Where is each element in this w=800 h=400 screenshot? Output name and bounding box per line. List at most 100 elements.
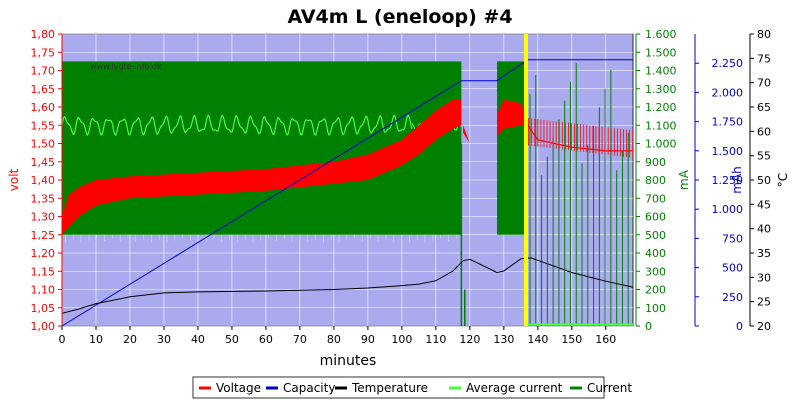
temp-tick-label: 45 — [757, 198, 771, 211]
legend-label: Capacity — [283, 381, 335, 395]
x-tick-label: 0 — [59, 333, 66, 346]
mA-tick-label: 100 — [645, 302, 666, 315]
mA-tick-label: 400 — [645, 247, 666, 260]
mA-tick-label: 800 — [645, 174, 666, 187]
x-tick-label: 140 — [527, 333, 548, 346]
temp-tick-label: 55 — [757, 150, 771, 163]
volt-tick-label: 1,30 — [31, 211, 56, 224]
volt-tick-label: 1,10 — [31, 284, 56, 297]
mah-axis: 0 250 500 750 1.000 1.250 1.500 1.750 2.000 2.250 — [694, 34, 744, 333]
voltage-band — [62, 99, 462, 235]
end-marker — [524, 34, 528, 326]
temp-tick-label: 70 — [757, 77, 771, 90]
volt-axis: 1,00 1,05 1,10 1,15 1,20 1,25 1,30 1,35 1,40 1,45… — [31, 28, 63, 333]
mA-tick-label: 300 — [645, 265, 666, 278]
mAh-tick-label: 1.750 — [712, 116, 744, 129]
x-tick-label: 50 — [225, 333, 239, 346]
legend-label: Temperature — [351, 381, 428, 395]
x-tick-label: 20 — [123, 333, 137, 346]
average-current-line — [61, 114, 413, 137]
volt-tick-label: 1,60 — [31, 101, 56, 114]
temp-tick-label: 35 — [757, 247, 771, 260]
volt-tick-label: 1,20 — [31, 247, 56, 260]
temperature-axis-label: °C — [776, 173, 790, 187]
mAh-tick-label: 2.000 — [712, 86, 744, 99]
volt-tick-label: 1,00 — [31, 320, 56, 333]
x-tick-label: 130 — [493, 333, 514, 346]
x-tick-label: 80 — [327, 333, 341, 346]
x-tick-label: 90 — [361, 333, 375, 346]
chart-title: AV4m L (eneloop) #4 — [287, 6, 512, 28]
volt-tick-label: 1,70 — [31, 65, 56, 78]
mA-tick-label: 1.200 — [645, 101, 677, 114]
volt-tick-label: 1,35 — [31, 192, 56, 205]
ma-axis: 0 100 200 300 400 500 600 700 800 900 1.000 1.100 1.… — [635, 28, 677, 333]
voltage-series — [62, 99, 634, 235]
x-tick-label: 30 — [157, 333, 171, 346]
x-tick-label: 60 — [259, 333, 273, 346]
volt-tick-label: 1,05 — [31, 302, 56, 315]
mA-tick-label: 1.300 — [645, 83, 677, 96]
volt-tick-label: 1,45 — [31, 156, 56, 169]
volt-tick-label: 1,80 — [31, 28, 56, 41]
volt-tick-label: 1,40 — [31, 174, 56, 187]
temp-tick-label: 40 — [757, 223, 771, 236]
x-tick-label: 160 — [595, 333, 616, 346]
legend-label: Voltage — [216, 381, 261, 395]
x-tick-label: 40 — [191, 333, 205, 346]
temp-tick-label: 60 — [757, 125, 771, 138]
mA-tick-label: 1.400 — [645, 65, 677, 78]
x-tick-label: 120 — [459, 333, 480, 346]
temp-tick-label: 65 — [757, 101, 771, 114]
volt-tick-label: 1,25 — [31, 229, 56, 242]
temp-tick-label: 75 — [757, 52, 771, 65]
volt-tick-label: 1,75 — [31, 46, 56, 59]
mAh-tick-label: 500 — [722, 262, 743, 275]
temperature-series — [61, 257, 634, 314]
x-tick-label: 150 — [561, 333, 582, 346]
temp-tick-label: 50 — [757, 174, 771, 187]
volt-tick-label: 1,55 — [31, 119, 56, 132]
watermark: www.lygte-info.dk — [90, 62, 162, 71]
mA-tick-label: 1.000 — [645, 138, 677, 151]
temp-tick-label: 80 — [757, 28, 771, 41]
x-tick-label: 10 — [89, 333, 103, 346]
legend-label: Average current — [466, 381, 563, 395]
volt-tick-label: 1,65 — [31, 83, 56, 96]
x-tick-label: 70 — [293, 333, 307, 346]
mA-tick-label: 1.600 — [645, 28, 677, 41]
temp-tick-label: 30 — [757, 271, 771, 284]
mAh-tick-label: 2.250 — [712, 57, 744, 70]
mA-tick-label: 600 — [645, 211, 666, 224]
temperature-line — [61, 257, 634, 314]
capacity-line — [61, 59, 633, 327]
mA-tick-label: 900 — [645, 156, 666, 169]
mAh-tick-label: 1.500 — [712, 145, 744, 158]
x-axis: 0 10 20 30 40 50 60 70 80 90 100 110 120 130 140 150 160 — [59, 326, 616, 346]
volt-tick-label: 1,50 — [31, 138, 56, 151]
mah-axis-label: mAh — [730, 166, 744, 194]
mA-tick-label: 0 — [645, 320, 652, 333]
temp-tick-label: 25 — [757, 296, 771, 309]
mAh-tick-label: 1.000 — [712, 203, 744, 216]
volt-tick-label: 1,15 — [31, 265, 56, 278]
mAh-tick-label: 1.250 — [712, 174, 744, 187]
current-block — [497, 61, 528, 235]
volt-axis-label: volt — [7, 168, 21, 191]
mA-tick-label: 1.100 — [645, 119, 677, 132]
ma-axis-label: mA — [677, 169, 691, 190]
mA-tick-label: 200 — [645, 284, 666, 297]
legend: Voltage Capacity Temperature Average curren… — [192, 376, 632, 399]
mA-tick-label: 500 — [645, 229, 666, 242]
temp-tick-label: 20 — [757, 320, 771, 333]
mA-tick-label: 1.500 — [645, 46, 677, 59]
legend-label: Current — [587, 381, 632, 395]
x-axis-label: minutes — [320, 353, 377, 369]
mAh-tick-label: 750 — [722, 232, 743, 245]
capacity-series — [61, 59, 633, 327]
x-tick-label: 100 — [391, 333, 412, 346]
temperature-axis: 20 25 30 35 40 45 50 55 60 65 70 75 80 — [749, 28, 771, 333]
voltage-band — [497, 99, 526, 137]
mA-tick-label: 700 — [645, 192, 666, 205]
